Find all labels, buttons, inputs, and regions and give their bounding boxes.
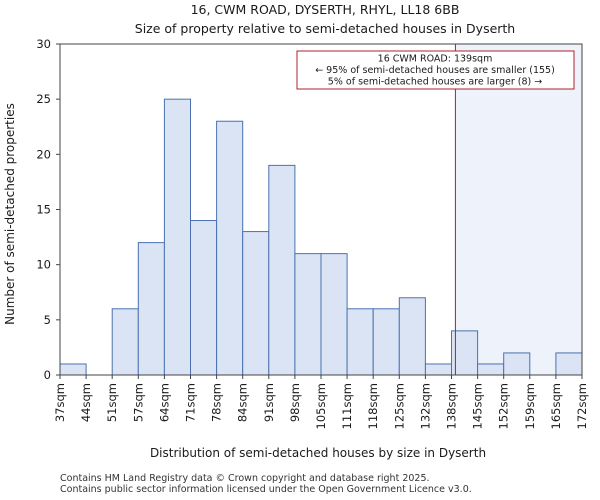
x-tick-label: 57sqm (131, 383, 145, 422)
x-axis-ticks: 37sqm 44sqm 51sqm 57sqm 64sqm 71sqm 78sqm 84sqm… (53, 375, 589, 429)
bar-84sqm (242, 231, 270, 376)
x-tick-label: 71sqm (184, 383, 198, 422)
bar-105sqm (320, 253, 348, 376)
x-tick-label: 138sqm (445, 383, 459, 429)
bar-152sqm (503, 352, 531, 376)
y-axis-label: Number of semi-detached properties (3, 103, 17, 325)
y-tick-label: 10 (36, 258, 51, 272)
annotation-frame (296, 50, 575, 90)
x-tick-label: 118sqm (366, 383, 380, 429)
footer-licence: Contains public sector information licen… (60, 484, 472, 495)
x-tick-label: 64sqm (157, 383, 171, 422)
bar-64sqm (163, 98, 191, 376)
bars (59, 98, 583, 376)
bar-78sqm (216, 120, 244, 376)
bar-132sqm (424, 363, 452, 376)
x-tick-label: 91sqm (262, 383, 276, 422)
footer-copyright: Contains HM Land Registry data © Crown c… (60, 473, 430, 484)
x-tick-label: 105sqm (314, 383, 328, 429)
chart-title-line2: Size of property relative to semi-detach… (135, 21, 515, 36)
x-tick-label: 111sqm (340, 383, 354, 429)
y-tick-label: 5 (44, 313, 51, 327)
bar-71sqm (190, 220, 218, 376)
bar-91sqm (268, 164, 296, 376)
y-tick-label: 15 (36, 203, 51, 217)
bar-98sqm (294, 253, 322, 376)
x-tick-label: 125sqm (392, 383, 406, 429)
y-tick-label: 20 (36, 147, 51, 161)
bar-57sqm (137, 242, 165, 376)
y-axis-ticks: 0 5 10 15 20 25 30 (36, 37, 60, 382)
annotation-line2: ← 95% of semi-detached houses are smalle… (315, 65, 555, 76)
x-tick-label: 159sqm (523, 383, 537, 429)
bar-37sqm (59, 363, 87, 376)
x-tick-label: 98sqm (288, 383, 302, 422)
x-tick-label: 37sqm (53, 383, 67, 422)
annotation-line3: 5% of semi-detached houses are larger (8… (328, 77, 542, 88)
x-tick-label: 132sqm (418, 383, 432, 429)
x-axis-label: Distribution of semi-detached houses by … (150, 446, 486, 460)
bar-165sqm (555, 352, 583, 376)
chart-title-line1: 16, CWM ROAD, DYSERTH, RHYL, LL18 6BB (191, 2, 460, 17)
x-tick-label: 172sqm (575, 383, 589, 429)
bar-111sqm (346, 308, 374, 376)
annotation-box: 16 CWM ROAD: 139sqm ← 95% of semi-detach… (296, 50, 575, 90)
x-tick-label: 78sqm (210, 383, 224, 422)
y-tick-label: 30 (36, 37, 51, 51)
x-tick-label: 84sqm (236, 383, 250, 422)
larger-region-shading (455, 44, 582, 375)
annotation-line1: 16 CWM ROAD: 139sqm (378, 54, 493, 65)
x-tick-label: 44sqm (79, 383, 93, 422)
x-tick-label: 145sqm (471, 383, 485, 429)
x-tick-label: 165sqm (549, 383, 563, 429)
x-tick-label: 152sqm (497, 383, 511, 429)
bar-51sqm (111, 308, 139, 376)
bar-118sqm (372, 308, 400, 376)
x-tick-label: 51sqm (105, 383, 119, 422)
bar-145sqm (477, 363, 505, 376)
bar-125sqm (398, 297, 426, 376)
y-tick-label: 25 (36, 92, 51, 106)
y-tick-label: 0 (44, 368, 51, 382)
